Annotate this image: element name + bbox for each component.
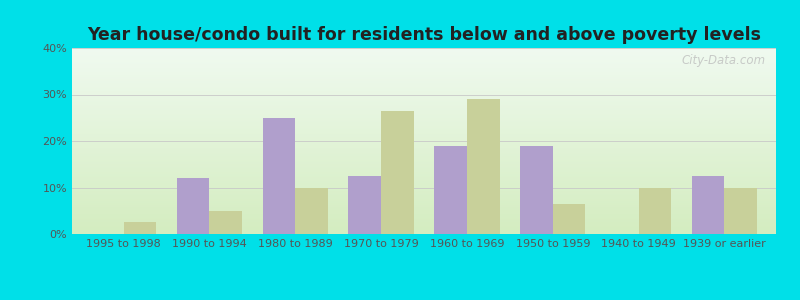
Bar	[520, 146, 553, 234]
Bar	[349, 176, 381, 234]
Text: City-Data.com: City-Data.com	[682, 54, 766, 67]
Bar	[177, 178, 210, 234]
Bar	[692, 176, 725, 234]
Bar	[210, 211, 242, 234]
Bar	[638, 188, 671, 234]
Title: Year house/condo built for residents below and above poverty levels: Year house/condo built for residents bel…	[87, 26, 761, 44]
Bar	[381, 111, 414, 234]
Bar	[467, 99, 499, 234]
Bar	[553, 204, 586, 234]
Bar	[725, 188, 757, 234]
Bar	[123, 222, 156, 234]
Bar	[434, 146, 467, 234]
Bar	[295, 188, 328, 234]
Bar	[262, 118, 295, 234]
